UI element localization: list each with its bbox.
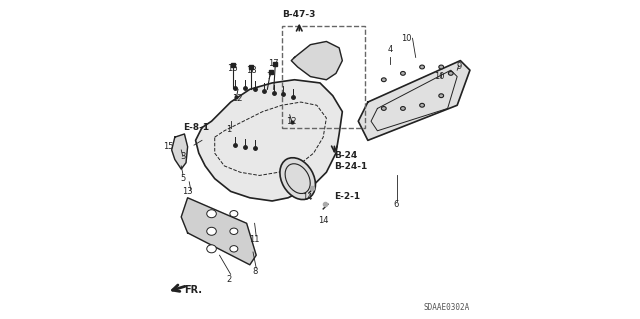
Polygon shape	[291, 41, 342, 80]
Ellipse shape	[449, 71, 453, 75]
Text: 5: 5	[180, 174, 186, 183]
Text: 15: 15	[163, 142, 173, 151]
Ellipse shape	[280, 158, 316, 200]
Text: 4: 4	[388, 45, 393, 54]
Text: 1: 1	[227, 125, 232, 134]
Ellipse shape	[230, 211, 238, 217]
Ellipse shape	[381, 78, 386, 82]
Text: 12: 12	[232, 94, 243, 103]
Text: 10: 10	[435, 72, 445, 81]
Ellipse shape	[381, 107, 386, 110]
Text: 13: 13	[182, 187, 193, 196]
Polygon shape	[358, 61, 470, 140]
Ellipse shape	[439, 94, 444, 98]
Text: B-24
B-24-1: B-24 B-24-1	[334, 151, 367, 171]
Text: 10: 10	[401, 34, 412, 43]
Bar	[282, 26, 365, 128]
Text: 14: 14	[302, 193, 312, 202]
Text: E-2-1: E-2-1	[334, 192, 360, 201]
Text: E-8-1: E-8-1	[183, 123, 209, 132]
Text: 2: 2	[227, 275, 232, 284]
Polygon shape	[196, 80, 342, 201]
Ellipse shape	[230, 246, 238, 252]
Text: 12: 12	[286, 117, 296, 126]
Ellipse shape	[207, 210, 216, 218]
Text: 9: 9	[456, 63, 461, 71]
Text: 17: 17	[268, 59, 279, 68]
Text: SDAAE0302A: SDAAE0302A	[424, 303, 470, 312]
Text: B-47-3: B-47-3	[283, 10, 316, 19]
Text: 16: 16	[227, 64, 237, 73]
Text: 7: 7	[266, 72, 271, 81]
Ellipse shape	[207, 245, 216, 253]
Ellipse shape	[401, 107, 405, 110]
Text: 18: 18	[246, 66, 257, 75]
Polygon shape	[172, 134, 188, 169]
Text: FR.: FR.	[184, 285, 202, 295]
Text: 11: 11	[250, 235, 260, 244]
Ellipse shape	[420, 103, 424, 107]
Ellipse shape	[207, 227, 216, 235]
Text: 14: 14	[318, 216, 328, 225]
Ellipse shape	[230, 228, 238, 234]
Ellipse shape	[401, 71, 405, 75]
Ellipse shape	[420, 65, 424, 69]
Text: 3: 3	[180, 152, 186, 161]
Text: 8: 8	[252, 267, 257, 276]
Polygon shape	[181, 198, 256, 265]
Ellipse shape	[439, 65, 444, 69]
Text: 6: 6	[394, 200, 399, 209]
